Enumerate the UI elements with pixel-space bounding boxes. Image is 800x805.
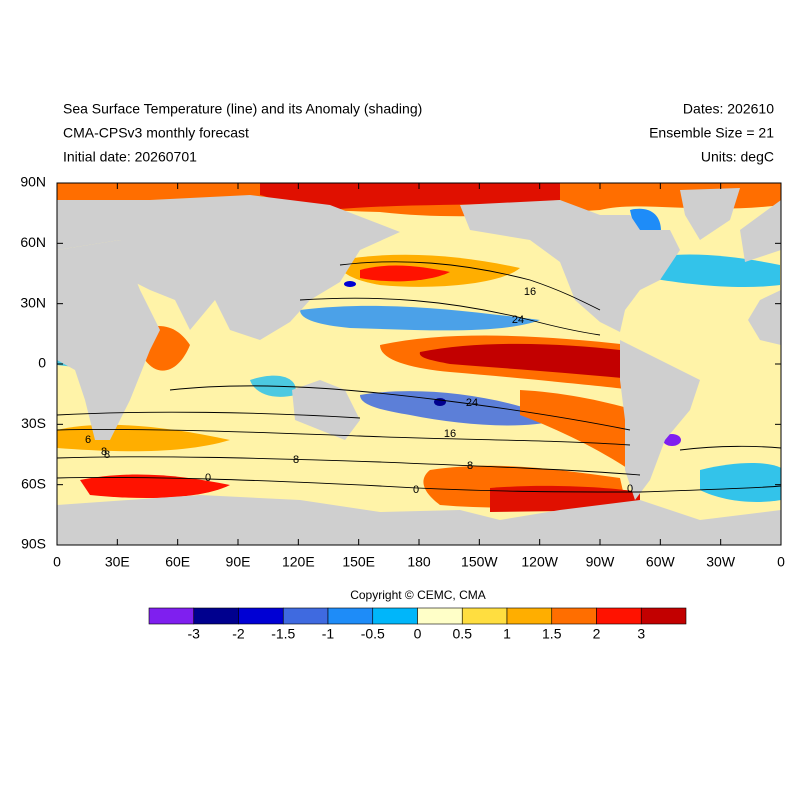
colorbar-label: -3	[188, 626, 201, 642]
lon-label: 90E	[226, 554, 251, 570]
lat-label: 0	[38, 355, 46, 371]
lon-label: 120W	[521, 554, 558, 570]
contour-label: 0	[205, 472, 211, 484]
land	[57, 188, 781, 545]
lon-label: 30E	[105, 554, 130, 570]
lon-label: 30W	[706, 554, 736, 570]
colorbar-box	[327, 607, 374, 625]
lat-label: 60N	[20, 234, 46, 250]
colorbar-label: 0	[414, 626, 422, 642]
colorbar-box	[551, 607, 597, 625]
info-line: Dates: 202610	[683, 101, 774, 117]
lon-label: 60W	[646, 554, 676, 570]
contour-label: 16	[524, 286, 536, 298]
info-line: Ensemble Size = 21	[649, 125, 774, 141]
lon-label: 0	[777, 554, 785, 570]
lon-label: 120E	[282, 554, 315, 570]
lat-label: 90N	[20, 174, 46, 190]
title-line: CMA-CPSv3 monthly forecast	[63, 125, 249, 141]
colorbar-box	[148, 607, 195, 625]
lon-label: 150E	[342, 554, 375, 570]
lon-label: 180	[407, 554, 431, 570]
colorbar-label: 3	[637, 626, 645, 642]
lon-label: 0	[53, 554, 61, 570]
colorbar-label: -0.5	[361, 626, 385, 642]
colorbar-box	[193, 607, 239, 625]
contour-label: 8	[467, 460, 473, 472]
sst-contours	[57, 261, 781, 493]
colorbar-label: 2	[593, 626, 601, 642]
colorbar-box	[596, 607, 642, 625]
lon-label: 90W	[586, 554, 616, 570]
lat-label: 30S	[21, 415, 46, 431]
colorbar-box	[238, 607, 284, 625]
colorbar-label: -1	[322, 626, 335, 642]
contour-label: 16	[444, 428, 456, 440]
header: Sea Surface Temperature (line) and its A…	[63, 101, 774, 165]
colorbar-label: 0.5	[453, 626, 473, 642]
colorbar: -3 -2 -1.5 -1 -0.5 0 0.5 1 1.5 2 3	[148, 607, 687, 642]
info-line: Units: degC	[701, 149, 774, 165]
lat-label: 60S	[21, 475, 46, 491]
lat-label: 90S	[21, 536, 46, 552]
contour-label: 0	[413, 484, 419, 496]
colorbar-box	[417, 607, 463, 625]
colorbar-label: -1.5	[271, 626, 295, 642]
colorbar-label: 1	[503, 626, 511, 642]
colorbar-box	[282, 607, 329, 625]
axes: 90N 60N 30N 0 30S 60S 90S 0 30E 60E 90E 120E 150E 180…	[20, 174, 785, 570]
colorbar-box	[372, 607, 418, 625]
contour-label: 24	[466, 397, 478, 409]
title-line: Sea Surface Temperature (line) and its A…	[63, 101, 422, 117]
lon-label: 150W	[461, 554, 498, 570]
lat-label: 30N	[20, 294, 46, 310]
colorbar-label: 1.5	[542, 626, 562, 642]
contour-label: 24	[512, 314, 524, 326]
colorbar-box	[506, 607, 553, 625]
colorbar-label: -2	[232, 626, 245, 642]
contour-label: 8	[104, 449, 110, 461]
lon-label: 60E	[165, 554, 190, 570]
title-line: Initial date: 20260701	[63, 149, 197, 165]
contour-label: 8	[101, 446, 107, 458]
contour-label: 8	[293, 454, 299, 466]
contour-label: 6	[85, 434, 91, 446]
colorbar-box	[640, 607, 687, 625]
colorbar-box	[461, 607, 508, 625]
copyright: Copyright © CEMC, CMA	[350, 588, 486, 602]
contour-label: 0	[627, 483, 633, 495]
